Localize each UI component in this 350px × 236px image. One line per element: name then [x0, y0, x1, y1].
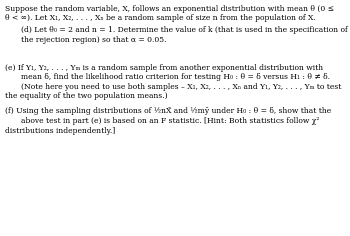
Text: (f) Using the sampling distributions of ½nΧ̄ and ½mȳ under H₀ : θ = δ, show that: (f) Using the sampling distributions of …: [5, 107, 331, 115]
Text: mean δ, find the likelihood ratio criterion for testing H₀ : θ = δ versus H₁ : θ: mean δ, find the likelihood ratio criter…: [21, 73, 330, 81]
Text: the rejection region) so that α = 0.05.: the rejection region) so that α = 0.05.: [21, 36, 167, 44]
Text: distributions independently.]: distributions independently.]: [5, 127, 115, 135]
Text: (d) Let θ₀ = 2 and n = 1. Determine the value of k (that is used in the specific: (d) Let θ₀ = 2 and n = 1. Determine the …: [21, 26, 348, 34]
Text: above test in part (e) is based on an F statistic. [Hint: Both statistics follow: above test in part (e) is based on an F …: [21, 117, 319, 125]
Text: (Note here you need to use both samples – X₁, X₂, . . . , Xₙ and Y₁, Y₂, . . . ,: (Note here you need to use both samples …: [21, 83, 341, 91]
Text: Suppose the random variable, X, follows an exponential distribution with mean θ : Suppose the random variable, X, follows …: [5, 5, 334, 13]
Text: θ < ∞). Let X₁, X₂, . . . , Xₙ be a random sample of size n from the population : θ < ∞). Let X₁, X₂, . . . , Xₙ be a rand…: [5, 14, 315, 22]
Text: the equality of the two population means.): the equality of the two population means…: [5, 92, 167, 100]
Text: (e) If Y₁, Y₂, . . . , Yₘ is a random sample from another exponential distributi: (e) If Y₁, Y₂, . . . , Yₘ is a random sa…: [5, 64, 323, 72]
